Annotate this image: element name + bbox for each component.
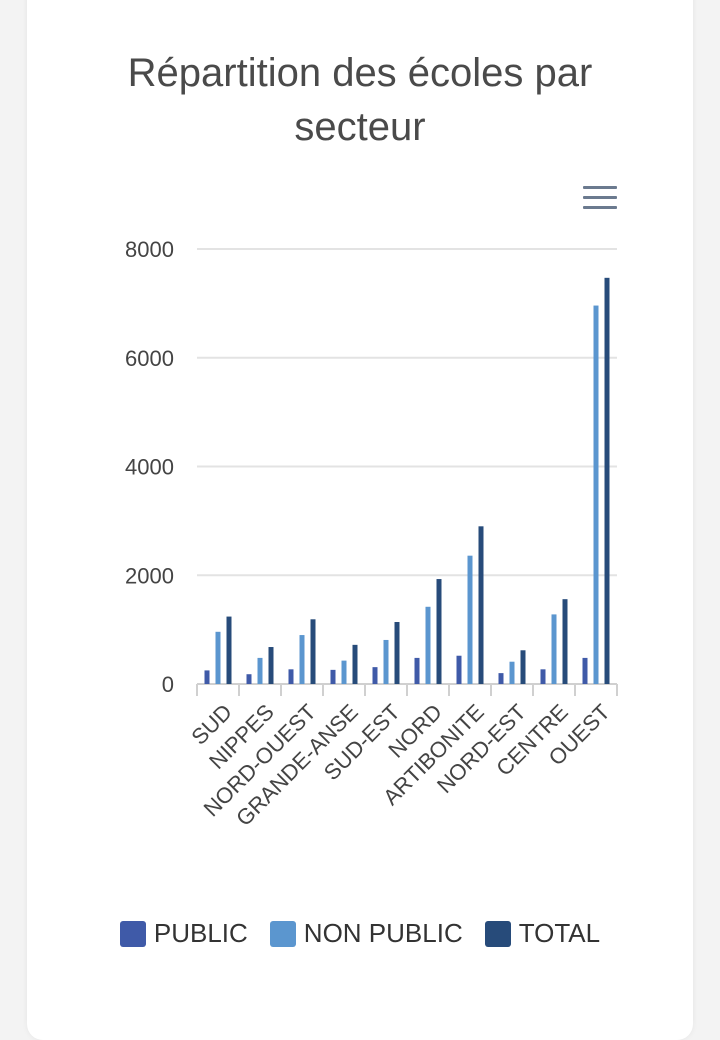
chart-title: Répartition des écoles par secteur [127, 51, 593, 149]
bar-public [330, 669, 336, 684]
bar-total [226, 616, 232, 684]
bar-non-public [551, 614, 557, 684]
y-tick-label: 2000 [125, 563, 174, 588]
legend-label: NON PUBLIC [303, 918, 463, 948]
bar-public [582, 657, 588, 684]
bar-non-public [341, 660, 347, 684]
bar-non-public [257, 657, 263, 684]
bar-total [352, 644, 358, 684]
bar-non-public [593, 305, 599, 684]
bar-total [520, 650, 526, 684]
chart-plot: 02000400060008000SUDNIPPESNORD-OUESTGRAN… [125, 237, 618, 831]
legend: PUBLIC NON PUBLIC TOTAL [0, 918, 720, 949]
bar-non-public [215, 631, 221, 684]
bar-non-public [299, 635, 305, 684]
bar-public [498, 673, 504, 684]
bar-total [562, 599, 568, 684]
legend-swatch [484, 920, 511, 947]
bar-total [310, 619, 316, 684]
legend-item[interactable]: TOTAL [484, 918, 601, 949]
bar-public [288, 669, 294, 684]
bar-total [394, 622, 400, 684]
legend-label: PUBLIC [153, 918, 248, 948]
bar-public [540, 669, 546, 684]
bar-public [204, 670, 210, 684]
bar-total [478, 526, 484, 684]
menu-icon[interactable] [583, 186, 617, 212]
bar-non-public [383, 639, 389, 684]
bar-non-public [467, 555, 473, 684]
legend-item[interactable]: PUBLIC [119, 918, 248, 949]
bar-public [414, 657, 420, 684]
chart-card [27, 0, 693, 1040]
bar-public [372, 667, 378, 684]
bar-non-public [509, 661, 515, 684]
y-tick-label: 6000 [125, 346, 174, 371]
y-tick-label: 4000 [125, 455, 174, 480]
y-tick-label: 0 [162, 672, 174, 697]
bar-non-public [425, 606, 431, 684]
legend-label: TOTAL [518, 918, 601, 948]
legend-swatch [119, 920, 146, 947]
y-tick-label: 8000 [125, 237, 174, 262]
bar-total [268, 647, 274, 684]
bar-total [436, 579, 442, 684]
legend-swatch [269, 920, 296, 947]
bar-total [604, 277, 610, 684]
bar-public [456, 655, 462, 684]
bar-public [246, 674, 252, 684]
legend-item[interactable]: NON PUBLIC [269, 918, 463, 949]
